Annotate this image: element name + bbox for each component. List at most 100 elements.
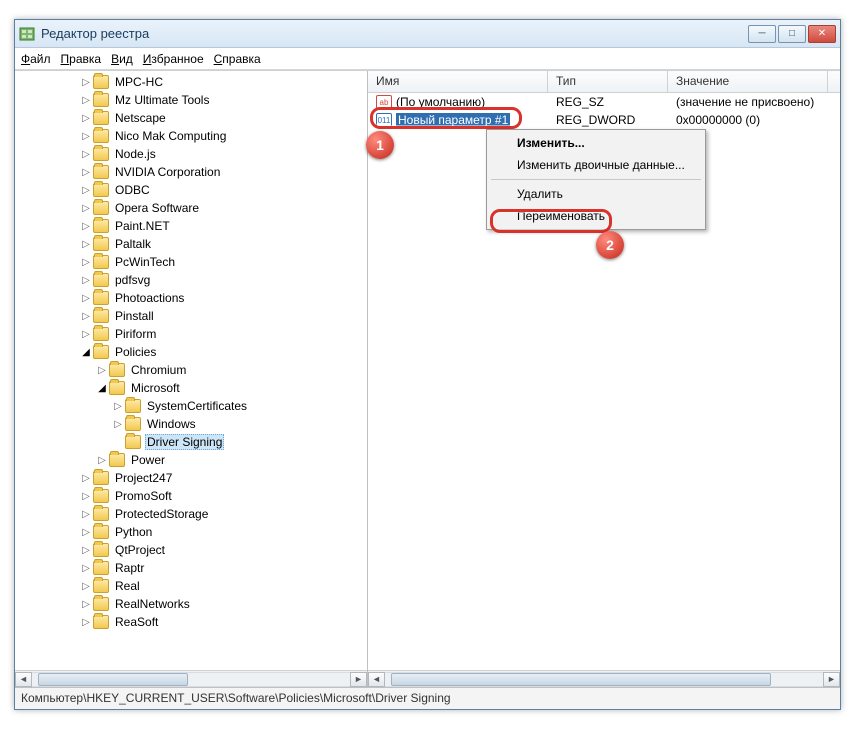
tree-hscroll[interactable]: ◄ ► (15, 670, 367, 687)
minimize-button[interactable]: ─ (748, 25, 776, 43)
expand-icon[interactable]: ▷ (79, 563, 93, 574)
scroll-left-icon[interactable]: ◄ (368, 672, 385, 687)
value-data: (значение не присвоено) (668, 95, 828, 109)
expand-icon[interactable]: ▷ (79, 77, 93, 88)
list-pane: Имя Тип Значение ab(По умолчанию)REG_SZ(… (368, 71, 840, 687)
expand-icon[interactable]: ▷ (111, 401, 125, 412)
expand-icon[interactable]: ▷ (79, 473, 93, 484)
tree-node[interactable]: ▷Photoactions (15, 289, 367, 307)
expand-icon[interactable]: ▷ (79, 239, 93, 250)
expand-icon[interactable]: ▷ (79, 113, 93, 124)
menu-view[interactable]: Вид (111, 52, 133, 66)
tree-node[interactable]: ▷NVIDIA Corporation (15, 163, 367, 181)
expand-icon[interactable]: ▷ (79, 599, 93, 610)
tree-node[interactable]: ▷ Paltalk (15, 235, 367, 253)
expand-icon[interactable]: ▷ (79, 617, 93, 628)
tree-node[interactable]: ▷Netscape (15, 109, 367, 127)
expand-icon[interactable]: ▷ (79, 131, 93, 142)
tree-label: Raptr (113, 561, 146, 575)
scroll-right-icon[interactable]: ► (350, 672, 367, 687)
tree-node[interactable]: ▷ReaSoft (15, 613, 367, 631)
value-row[interactable]: ab(По умолчанию)REG_SZ(значение не присв… (368, 93, 840, 111)
context-menu-item[interactable]: Изменить двоичные данные... (489, 154, 703, 176)
scroll-right-icon[interactable]: ► (823, 672, 840, 687)
expand-icon[interactable]: ▷ (79, 509, 93, 520)
menu-help[interactable]: Справка (214, 52, 261, 66)
expand-icon[interactable]: ▷ (79, 293, 93, 304)
folder-icon (93, 579, 109, 593)
tree-scroll-thumb[interactable] (38, 673, 188, 686)
tree-node[interactable]: ▷RealNetworks (15, 595, 367, 613)
col-type[interactable]: Тип (548, 71, 668, 92)
tree-label: Paltalk (113, 237, 153, 251)
expand-icon[interactable]: ▷ (79, 167, 93, 178)
expand-icon[interactable]: ▷ (79, 545, 93, 556)
tree-node[interactable]: ▷Project247 (15, 469, 367, 487)
expand-icon[interactable]: ▷ (79, 203, 93, 214)
tree-node[interactable]: ▷Real (15, 577, 367, 595)
tree-node[interactable]: ▷Opera Software (15, 199, 367, 217)
expand-icon[interactable]: ▷ (79, 581, 93, 592)
tree-node[interactable]: ◢Policies (15, 343, 367, 361)
col-value[interactable]: Значение (668, 71, 828, 92)
expand-icon[interactable]: ▷ (111, 419, 125, 430)
tree-node[interactable]: ▷Piriform (15, 325, 367, 343)
menu-file[interactable]: Файл (21, 52, 51, 66)
close-button[interactable]: ✕ (808, 25, 836, 43)
expand-icon[interactable]: ▷ (79, 491, 93, 502)
value-row[interactable]: 011Новый параметр #1REG_DWORD0x00000000 … (368, 111, 840, 129)
value-type: REG_DWORD (548, 113, 668, 127)
tree-node[interactable]: ▷PromoSoft (15, 487, 367, 505)
tree-node[interactable]: ▷Paint.NET (15, 217, 367, 235)
tree-node[interactable]: ▷ PcWinTech (15, 253, 367, 271)
menu-edit[interactable]: Правка (61, 52, 102, 66)
tree-label: PcWinTech (113, 255, 177, 269)
menu-favorites[interactable]: Избранное (143, 52, 204, 66)
expand-icon[interactable]: ▷ (95, 365, 109, 376)
tree-node[interactable]: ▷MPC-HC (15, 73, 367, 91)
context-menu-item[interactable]: Изменить... (489, 132, 703, 154)
tree-node[interactable]: ▷QtProject (15, 541, 367, 559)
expand-icon[interactable]: ◢ (79, 347, 93, 358)
tree-node[interactable]: ▷pdfsvg (15, 271, 367, 289)
scroll-left-icon[interactable]: ◄ (15, 672, 32, 687)
tree-node[interactable]: ▷Chromium (15, 361, 367, 379)
expand-icon[interactable]: ▷ (79, 275, 93, 286)
tree-node[interactable]: ▷Node.js (15, 145, 367, 163)
expand-icon[interactable]: ▷ (79, 221, 93, 232)
expand-icon[interactable]: ▷ (79, 527, 93, 538)
tree-label: Mz Ultimate Tools (113, 93, 211, 107)
tree-node[interactable]: ▷Nico Mak Computing (15, 127, 367, 145)
tree-node[interactable]: ▷Pinstall (15, 307, 367, 325)
expand-icon[interactable]: ▷ (79, 329, 93, 340)
folder-icon (93, 237, 109, 251)
tree-node[interactable]: ◢Microsoft (15, 379, 367, 397)
registry-tree[interactable]: ▷MPC-HC▷Mz Ultimate Tools▷Netscape▷Nico … (15, 71, 367, 670)
tree-node[interactable]: ▷ Mz Ultimate Tools (15, 91, 367, 109)
tree-node[interactable]: Driver Signing (15, 433, 367, 451)
maximize-button[interactable]: □ (778, 25, 806, 43)
tree-node[interactable]: ▷ODBC (15, 181, 367, 199)
context-menu-item[interactable]: Переименовать (489, 205, 703, 227)
titlebar[interactable]: Редактор реестра ─ □ ✕ (15, 20, 840, 48)
folder-icon (93, 345, 109, 359)
col-name[interactable]: Имя (368, 71, 548, 92)
expand-icon[interactable]: ▷ (79, 311, 93, 322)
expand-icon[interactable]: ◢ (95, 383, 109, 394)
folder-icon (93, 273, 109, 287)
tree-node[interactable]: ▷SystemCertificates (15, 397, 367, 415)
tree-node[interactable]: ▷Windows (15, 415, 367, 433)
list-scroll-thumb[interactable] (391, 673, 771, 686)
list-hscroll[interactable]: ◄ ► (368, 670, 840, 687)
tree-node[interactable]: ▷Python (15, 523, 367, 541)
expand-icon[interactable]: ▷ (79, 185, 93, 196)
expand-icon[interactable]: ▷ (79, 257, 93, 268)
expand-icon[interactable]: ▷ (79, 149, 93, 160)
tree-node[interactable]: ▷ Raptr (15, 559, 367, 577)
expand-icon[interactable]: ▷ (79, 95, 93, 106)
tree-node[interactable]: ▷Power (15, 451, 367, 469)
tree-node[interactable]: ▷ProtectedStorage (15, 505, 367, 523)
context-menu-item[interactable]: Удалить (489, 183, 703, 205)
expand-icon[interactable]: ▷ (95, 455, 109, 466)
folder-icon (125, 417, 141, 431)
